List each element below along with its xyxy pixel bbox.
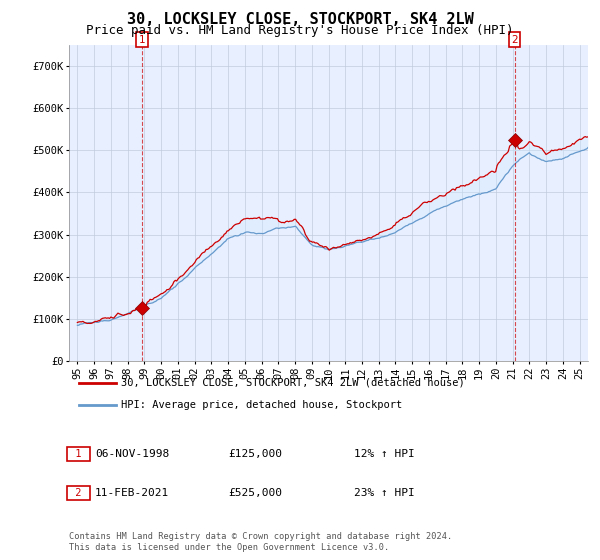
Text: 11-FEB-2021: 11-FEB-2021 <box>95 488 169 498</box>
Text: 30, LOCKSLEY CLOSE, STOCKPORT, SK4 2LW: 30, LOCKSLEY CLOSE, STOCKPORT, SK4 2LW <box>127 12 473 27</box>
Text: Price paid vs. HM Land Registry's House Price Index (HPI): Price paid vs. HM Land Registry's House … <box>86 24 514 37</box>
Text: £525,000: £525,000 <box>228 488 282 498</box>
Text: Contains HM Land Registry data © Crown copyright and database right 2024.
This d: Contains HM Land Registry data © Crown c… <box>69 532 452 552</box>
Text: 1: 1 <box>139 35 145 45</box>
Text: 2: 2 <box>511 35 518 45</box>
Text: 06-NOV-1998: 06-NOV-1998 <box>95 449 169 459</box>
Text: HPI: Average price, detached house, Stockport: HPI: Average price, detached house, Stoc… <box>121 400 402 410</box>
Text: 1: 1 <box>69 449 88 459</box>
Text: 30, LOCKSLEY CLOSE, STOCKPORT, SK4 2LW (detached house): 30, LOCKSLEY CLOSE, STOCKPORT, SK4 2LW (… <box>121 378 464 388</box>
Text: 23% ↑ HPI: 23% ↑ HPI <box>354 488 415 498</box>
Text: 2: 2 <box>69 488 88 498</box>
Text: 12% ↑ HPI: 12% ↑ HPI <box>354 449 415 459</box>
Text: £125,000: £125,000 <box>228 449 282 459</box>
